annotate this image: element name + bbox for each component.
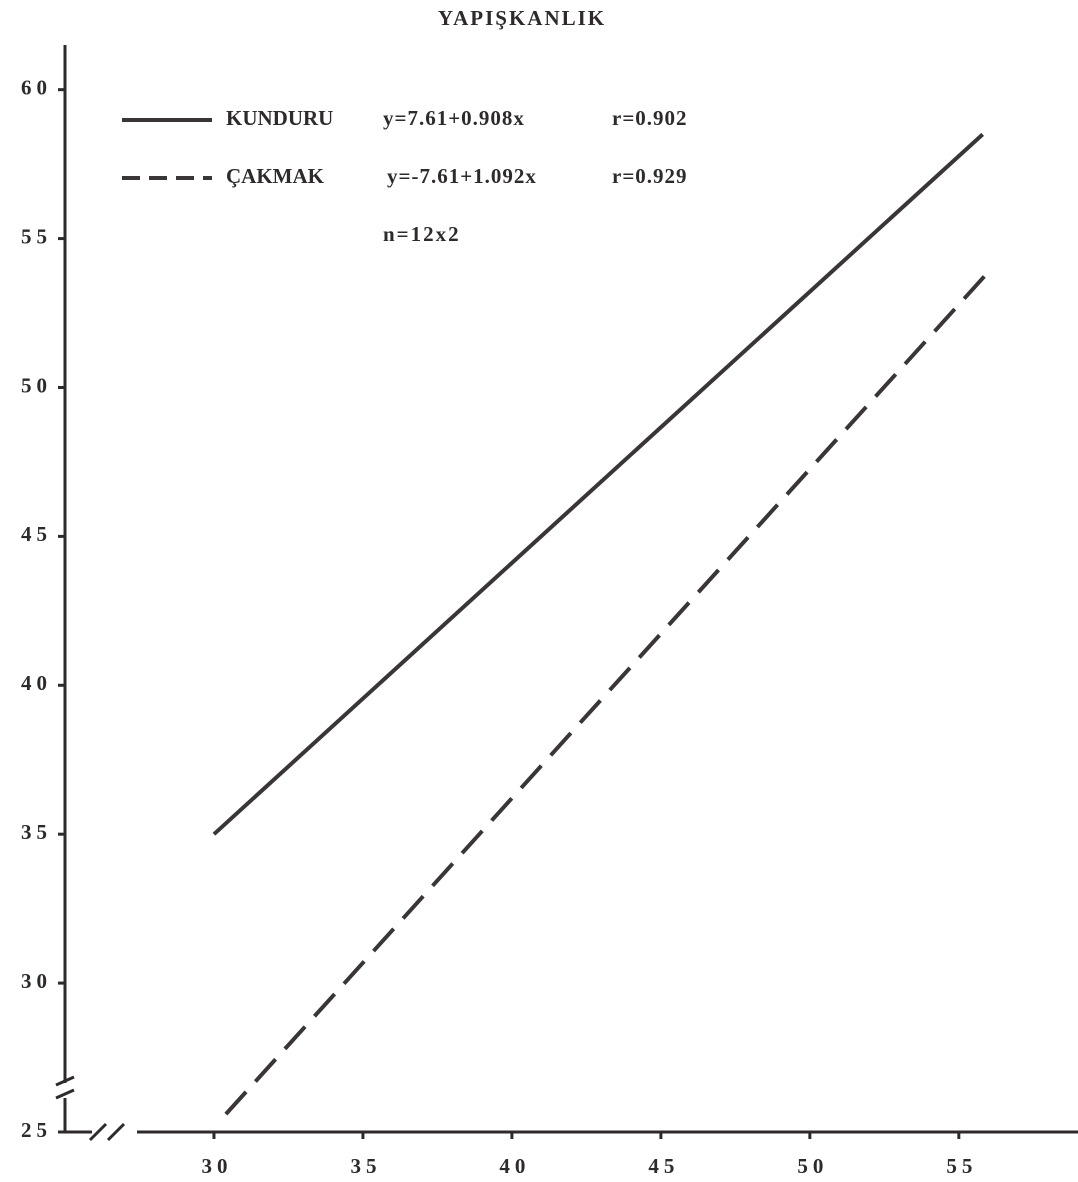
y-tick-label: 40	[21, 671, 52, 695]
legend-label: KUNDURU	[226, 106, 333, 130]
legend-equation: y=7.61+0.908x	[383, 106, 525, 130]
n-label: n=12x2	[383, 222, 461, 246]
y-tick-label: 45	[21, 522, 52, 546]
x-tick-label: 45	[648, 1154, 679, 1178]
legend-r: r=0.929	[612, 164, 688, 188]
legend-equation: y=-7.61+1.092x	[387, 164, 537, 188]
x-tick-label: 50	[797, 1154, 828, 1178]
x-tick-label: 55	[946, 1154, 977, 1178]
y-tick-label: 60	[21, 75, 52, 99]
axes	[63, 45, 1078, 1134]
y-tick-label: 35	[21, 820, 52, 844]
chart-title: YAPIŞKANLIK	[438, 6, 606, 30]
x-tick-label: 30	[201, 1154, 232, 1178]
series-line	[224, 267, 994, 1116]
y-tick-label: 50	[21, 373, 52, 397]
y-tick-label: 25	[21, 1118, 52, 1142]
legend-r: r=0.902	[612, 106, 688, 130]
x-tick-label: 40	[499, 1154, 530, 1178]
x-tick-label: 35	[350, 1154, 381, 1178]
axis-break	[55, 1075, 126, 1142]
y-tick-label: 55	[21, 224, 52, 248]
legend-label: ÇAKMAK	[226, 164, 325, 188]
series-line	[212, 132, 985, 836]
y-tick-label: 30	[21, 969, 52, 993]
